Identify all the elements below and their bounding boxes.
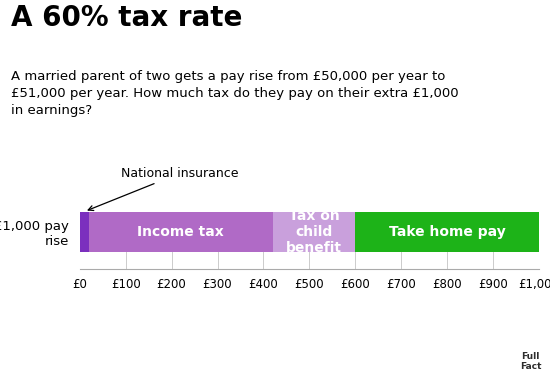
Text: Tax on
child
benefit: Tax on child benefit (286, 209, 342, 255)
Text: Source:: Source: (11, 333, 62, 346)
Bar (80, 211, 89, 252)
Bar (273, 211, 355, 252)
Text: Gov.uk: Income Tax rates and Personal allowances; High Income Child: Gov.uk: Income Tax rates and Personal al… (58, 333, 475, 346)
Text: A married parent of two gets a pay rise from £50,000 per year to
£51,000 per yea: A married parent of two gets a pay rise … (11, 70, 459, 117)
Text: A 60% tax rate: A 60% tax rate (11, 4, 243, 32)
Text: National insurance: National insurance (88, 167, 239, 210)
Text: Income tax: Income tax (138, 225, 224, 239)
Bar (89, 211, 273, 252)
Text: Take home pay: Take home pay (389, 225, 505, 239)
Text: Full
Fact: Full Fact (520, 352, 542, 371)
Bar (355, 211, 539, 252)
Polygon shape (506, 314, 550, 381)
Text: Benefit Tax Charge: Benefit Tax Charge (11, 368, 123, 381)
